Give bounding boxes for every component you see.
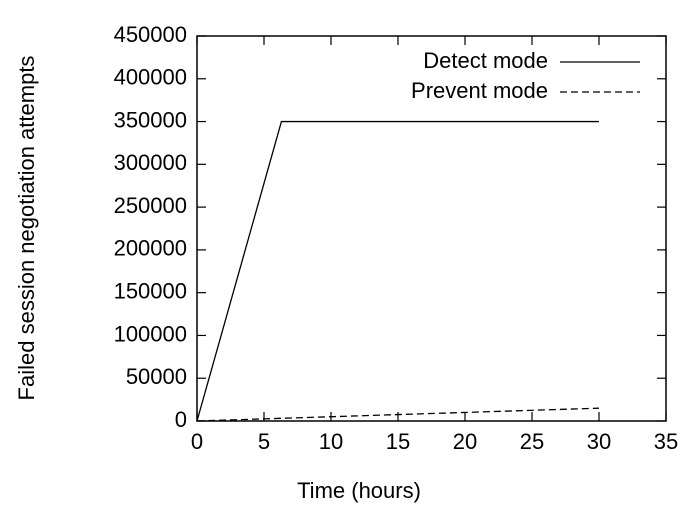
y-tick-label: 50000	[126, 364, 187, 389]
data-line	[196, 120, 599, 422]
legend-label: Prevent mode	[411, 78, 548, 103]
x-tick-label: 0	[191, 429, 203, 454]
y-axis-title: Failed session negotiation attempts	[14, 56, 39, 401]
y-tick-label: 350000	[114, 107, 187, 132]
y-tick-label: 450000	[114, 22, 187, 47]
plot-frame	[196, 35, 667, 422]
x-tick-label: 5	[258, 429, 270, 454]
data-line	[196, 407, 600, 422]
x-tick-label: 20	[453, 429, 477, 454]
x-tick-label: 30	[587, 429, 611, 454]
y-tick-label: 200000	[114, 236, 187, 261]
y-tick-label: 300000	[114, 150, 187, 175]
x-tick-label: 10	[319, 429, 343, 454]
legend-label: Detect mode	[423, 48, 548, 73]
y-tick-label: 150000	[114, 278, 187, 303]
x-axis-title: Time (hours)	[297, 478, 421, 503]
x-tick-label: 35	[654, 429, 678, 454]
x-tick-label: 15	[386, 429, 410, 454]
y-tick-label: 400000	[114, 65, 187, 90]
y-tick-label: 100000	[114, 321, 187, 346]
y-tick-label: 0	[175, 407, 187, 432]
y-tick-label: 250000	[114, 193, 187, 218]
x-tick-label: 25	[520, 429, 544, 454]
